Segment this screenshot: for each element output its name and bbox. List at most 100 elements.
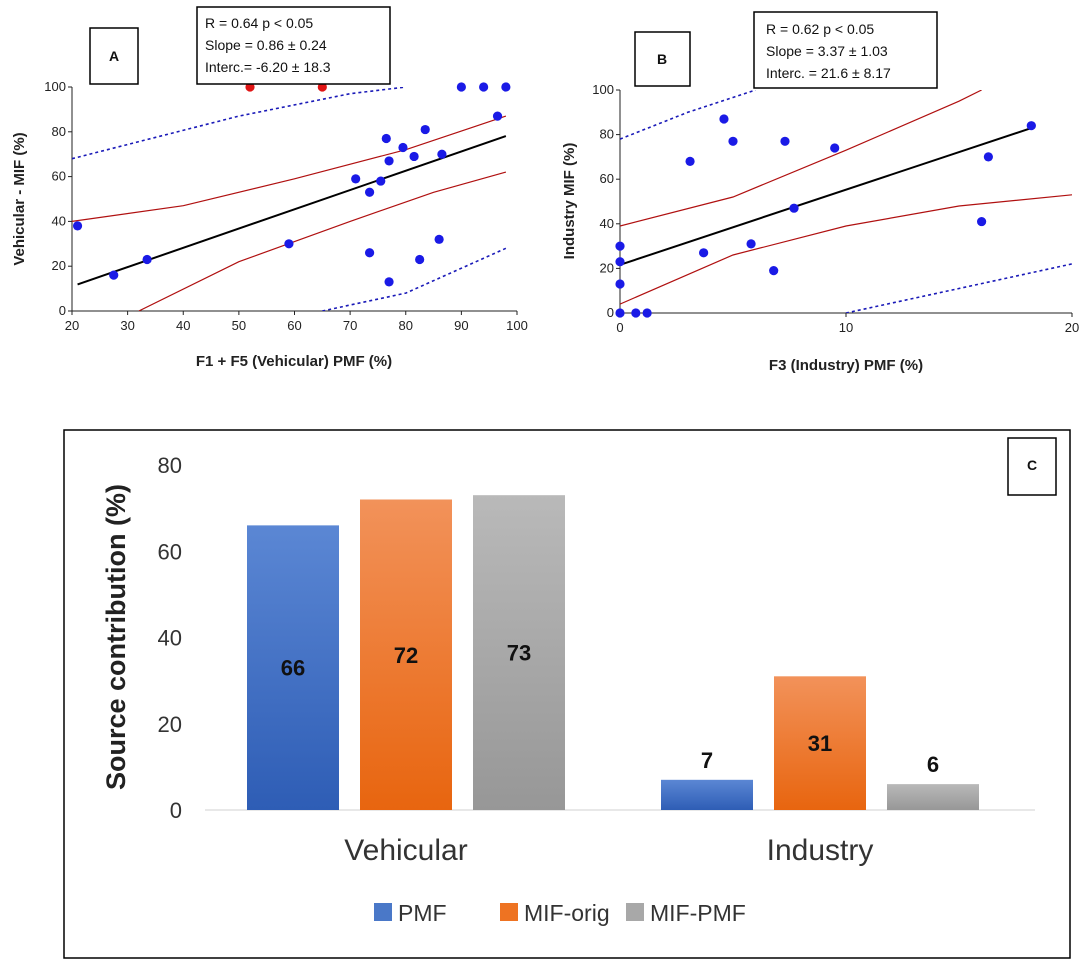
- bar: [473, 495, 565, 810]
- panel-b-confidence-band: [620, 90, 1072, 305]
- bar: [247, 525, 339, 810]
- x-tick-label: 0: [616, 320, 623, 335]
- bar: [661, 779, 753, 810]
- confidence-band-lower: [138, 171, 507, 311]
- y-tick-label: 40: [600, 216, 614, 231]
- confidence-band-lower: [620, 194, 1072, 305]
- panel-b-prediction-band: [620, 90, 1072, 313]
- data-point: [769, 266, 779, 276]
- data-point: [351, 174, 361, 184]
- data-point: [364, 187, 375, 197]
- panel-b-label: B: [657, 51, 667, 67]
- x-tick-label: 10: [839, 320, 853, 335]
- data-point: [492, 111, 503, 121]
- panel-a-stat-r: R = 0.64 p < 0.05: [205, 15, 313, 31]
- legend-swatch: [500, 903, 518, 921]
- panel-c-label: C: [1027, 457, 1037, 473]
- data-point: [983, 152, 993, 162]
- y-tick-label: 20: [52, 258, 66, 273]
- data-point: [977, 216, 987, 227]
- panel-c-axes: 0 20 40 60 80 Vehicular Industry: [158, 453, 1035, 867]
- bar: [360, 499, 452, 810]
- y-tick-label: 100: [592, 82, 614, 97]
- y-tick-label: 0: [607, 305, 614, 320]
- bar-value-label: 72: [394, 643, 418, 668]
- panel-b-stat-intercept: Interc. = 21.6 ± 8.17: [766, 65, 891, 81]
- regression-line: [620, 127, 1032, 266]
- data-point: [1026, 121, 1036, 131]
- y-tick-label: 0: [59, 303, 66, 318]
- panel-b-stat-slope: Slope = 3.37 ± 1.03: [766, 43, 888, 59]
- bar: [774, 676, 866, 810]
- data-point: [384, 156, 394, 166]
- data-point: [642, 308, 652, 318]
- y-tick-label: 40: [52, 213, 66, 228]
- y-tick-label: 60: [600, 171, 614, 186]
- data-point: [409, 151, 419, 162]
- panel-b-x-label: F3 (Industry) PMF (%): [769, 357, 923, 374]
- bar-value-label: 7: [701, 748, 713, 773]
- x-tick-label: 30: [120, 318, 134, 333]
- legend-label: MIF-PMF: [650, 900, 746, 926]
- panel-b-stats-box: [753, 11, 938, 89]
- panel-a-points: [72, 82, 511, 287]
- panel-c-bars: [247, 495, 979, 810]
- panel-c-y-label: Source contribution (%): [101, 484, 131, 790]
- y-tick-label: 20: [158, 712, 182, 737]
- y-tick-label: 60: [158, 539, 182, 564]
- panel-b-fit-line: [620, 127, 1032, 266]
- data-point: [284, 239, 294, 249]
- panel-c-legend: PMF MIF-orig MIF-PMF: [374, 900, 746, 926]
- data-point: [830, 143, 840, 153]
- panel-a-stat-slope: Slope = 0.86 ± 0.24: [205, 37, 327, 53]
- panel-b-stat-r: R = 0.62 p < 0.05: [766, 21, 874, 37]
- data-point: [420, 124, 430, 135]
- data-point: [780, 136, 790, 146]
- data-point: [384, 277, 394, 287]
- bar: [887, 784, 979, 810]
- data-point: [437, 149, 447, 159]
- legend-swatch: [374, 903, 392, 921]
- data-point: [615, 241, 625, 251]
- data-point: [615, 257, 625, 267]
- y-tick-label: 0: [170, 798, 182, 823]
- y-tick-label: 80: [52, 124, 66, 139]
- data-point: [699, 248, 709, 258]
- panel-a-stat-intercept: Interc.= -6.20 ± 18.3: [205, 59, 331, 75]
- prediction-band-lower: [845, 263, 1072, 313]
- x-tick-label: 70: [343, 318, 357, 333]
- category-label: Vehicular: [344, 834, 467, 867]
- data-point: [456, 82, 466, 92]
- data-point: [479, 82, 489, 92]
- data-point: [615, 279, 625, 289]
- bar-value-label: 31: [808, 731, 832, 756]
- data-point: [398, 142, 408, 153]
- data-point: [142, 254, 152, 265]
- data-point: [376, 176, 386, 186]
- data-point: [789, 203, 799, 213]
- confidence-band-upper: [72, 115, 507, 222]
- panel-a-y-label: Vehicular - MIF (%): [11, 132, 28, 265]
- y-tick-label: 60: [52, 169, 66, 184]
- x-tick-label: 20: [1065, 320, 1079, 335]
- prediction-band-upper: [620, 90, 756, 140]
- x-tick-label: 90: [454, 318, 468, 333]
- data-point: [685, 156, 695, 166]
- data-point: [72, 221, 83, 231]
- x-tick-label: 20: [65, 318, 79, 333]
- legend-swatch: [626, 903, 644, 921]
- panel-a-x-label: F1 + F5 (Vehicular) PMF (%): [196, 353, 392, 370]
- panel-a-label-box: [89, 27, 139, 85]
- prediction-band-upper: [72, 87, 406, 160]
- panel-b-axes: 0 10 20 0 20 40 60 80 100: [592, 82, 1079, 335]
- data-point: [381, 133, 391, 144]
- data-point: [434, 234, 444, 244]
- confidence-band-upper: [620, 90, 982, 227]
- legend-label: MIF-orig: [524, 900, 610, 926]
- x-tick-label: 100: [506, 318, 528, 333]
- prediction-band-lower: [322, 247, 507, 311]
